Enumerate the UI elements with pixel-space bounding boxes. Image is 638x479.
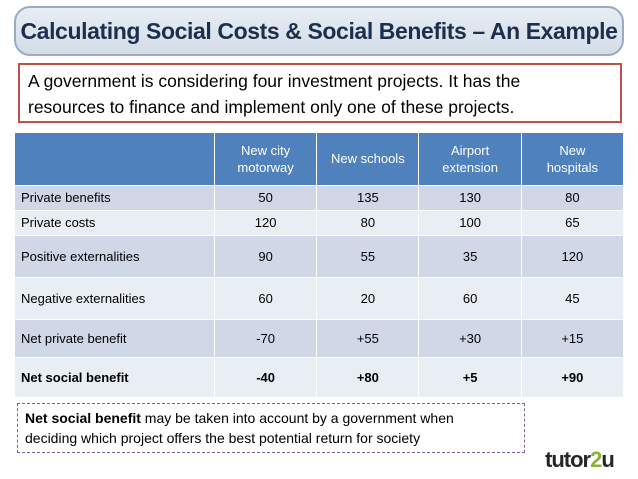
table-cell: +15 [521,319,625,358]
table-cell: 50 [214,185,318,211]
note-bold-term: Net social benefit [25,410,141,426]
col-header-line: New [559,142,586,158]
table-cell: +90 [521,357,625,398]
col-header-line: motorway [237,159,294,175]
table-row-positive-externalities: Positive externalities 90 55 35 120 [15,235,625,278]
table-row-private-costs: Private costs 120 80 100 65 [15,210,625,236]
note-line-2: deciding which project offers the best p… [25,430,421,446]
table-cell: 60 [214,277,318,320]
row-label: Negative externalities [15,277,215,320]
table-row-private-benefits: Private benefits 50 135 130 80 [15,185,625,211]
title-banner: Calculating Social Costs & Social Benefi… [14,6,624,56]
row-label: Private costs [15,210,215,236]
table-row-net-social-benefit: Net social benefit -40 +80 +5 +90 [15,357,625,398]
note-box: Net social benefit may be taken into acc… [17,403,525,453]
table-cell: 80 [316,210,420,236]
table-cell: -70 [214,319,318,358]
table-cell: -40 [214,357,318,398]
table-corner-cell [15,133,215,186]
col-header-line: extension [442,159,498,175]
table-cell: +30 [418,319,522,358]
row-label: Net private benefit [15,319,215,358]
table-cell: 55 [316,235,420,278]
table-header-row: New city motorway New schools Airport ex… [15,133,625,186]
table-row-negative-externalities: Negative externalities 60 20 60 45 [15,277,625,320]
page-title: Calculating Social Costs & Social Benefi… [20,17,618,44]
table-cell: 100 [418,210,522,236]
note-text: may be taken into account by a governmen… [140,410,454,426]
table-cell: 130 [418,185,522,211]
table-cell: 120 [214,210,318,236]
table-cell: 120 [521,235,625,278]
col-header-line: hospitals [546,159,599,175]
logo-digit: 2 [590,447,602,472]
table-cell: 135 [316,185,420,211]
logo-text-end: u [601,447,614,472]
row-label: Net social benefit [15,357,215,398]
col-header-line: New city [241,142,291,158]
table-cell: 60 [418,277,522,320]
row-label: Positive externalities [15,235,215,278]
col-header-line: New schools [331,151,405,167]
row-label: Private benefits [15,185,215,211]
col-header-hospitals: New hospitals [521,133,625,186]
intro-text-box: A government is considering four investm… [18,63,622,123]
table-cell: 35 [418,235,522,278]
col-header-motorway: New city motorway [214,133,318,186]
logo-text: tutor [545,447,591,472]
table-cell: 80 [521,185,625,211]
table-cell: 20 [316,277,420,320]
col-header-line: Airport [450,142,490,158]
tutor2u-logo: tutor2u [545,447,615,473]
col-header-airport: Airport extension [418,133,522,186]
table-cell: 90 [214,235,318,278]
table-cell: 45 [521,277,625,320]
table-row-net-private-benefit: Net private benefit -70 +55 +30 +15 [15,319,625,358]
table-cell: +55 [316,319,420,358]
table-cell: +5 [418,357,522,398]
table-cell: 65 [521,210,625,236]
intro-line-1: A government is considering four investm… [28,71,521,91]
projects-table: New city motorway New schools Airport ex… [15,133,625,398]
table-cell: +80 [316,357,420,398]
col-header-schools: New schools [316,133,420,186]
note-line-1: Net social benefit may be taken into acc… [25,408,517,428]
intro-line-2: resources to finance and implement only … [28,97,515,117]
